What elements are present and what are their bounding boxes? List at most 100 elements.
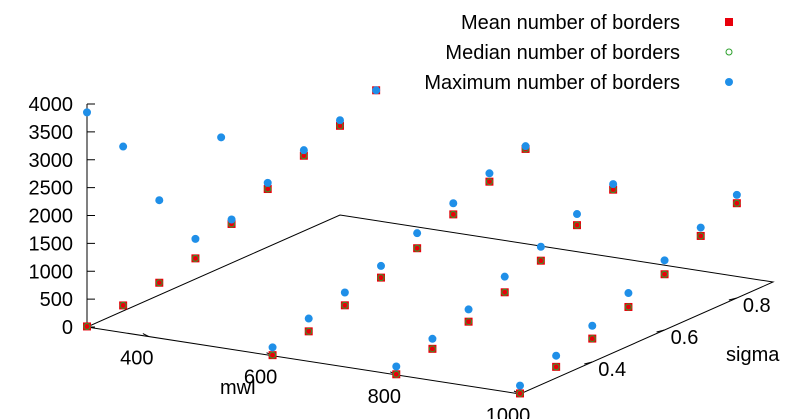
max-point	[191, 234, 200, 243]
median-point	[516, 389, 524, 397]
x-tick-label: 400	[120, 348, 153, 370]
mean-point	[155, 278, 164, 287]
mean-point	[119, 301, 128, 310]
median-point	[119, 301, 127, 309]
median-point	[733, 199, 741, 207]
median-point	[305, 327, 313, 335]
legend-marker	[725, 48, 733, 56]
y-tick-label: 0.8	[743, 295, 771, 317]
z-tick-label: 3500	[29, 122, 74, 144]
mean-point	[464, 317, 473, 326]
base-plane	[85, 214, 775, 395]
max-point	[464, 305, 473, 314]
median-point	[341, 301, 349, 309]
z-tick-label: 2500	[29, 178, 74, 200]
max-point	[83, 108, 91, 117]
max-point	[521, 142, 530, 151]
max-point	[268, 343, 277, 352]
median-point	[83, 322, 91, 330]
median-point	[573, 221, 581, 229]
mean-point	[227, 219, 236, 228]
max-point	[392, 362, 401, 371]
max-point	[340, 288, 349, 297]
max-point	[155, 196, 164, 205]
mean-point	[191, 254, 200, 263]
mean-point	[268, 351, 277, 360]
x-tick-mark	[142, 333, 150, 338]
max-point	[500, 272, 509, 281]
mean-point	[449, 210, 458, 219]
median-point	[413, 244, 421, 252]
mean-point	[732, 199, 741, 208]
mean-point	[552, 362, 561, 371]
z-tick-label: 1500	[29, 233, 74, 255]
y-tick-mark	[584, 361, 593, 365]
mean-point	[609, 185, 618, 194]
median-point	[537, 257, 545, 265]
z-tick-label: 2000	[29, 206, 74, 228]
max-point	[299, 146, 308, 155]
median-point	[269, 351, 277, 359]
max-point	[485, 169, 494, 178]
mean-point	[413, 244, 422, 253]
max-point	[227, 215, 236, 224]
z-tick-label: 1000	[29, 261, 74, 283]
legend-label: Maximum number of borders	[424, 72, 680, 94]
series-2	[83, 86, 741, 390]
max-point	[660, 256, 669, 265]
x-tick-label: 600	[244, 367, 277, 389]
max-point	[372, 86, 381, 95]
y-tick-mark	[656, 329, 665, 333]
median-point	[661, 270, 669, 278]
max-point	[304, 314, 313, 323]
max-point	[573, 210, 581, 219]
median-point	[465, 318, 473, 326]
mean-point	[588, 334, 597, 343]
legend: Mean number of borders Median number of b…	[424, 12, 733, 94]
median-point	[449, 210, 457, 218]
max-point	[263, 178, 272, 187]
mean-point	[624, 302, 633, 311]
mean-point	[377, 273, 385, 282]
y-axis-label: sigma	[726, 344, 780, 366]
max-point	[516, 381, 524, 390]
mean-point	[83, 322, 91, 331]
median-point	[588, 335, 596, 343]
x-tick-label: 800	[368, 386, 401, 408]
max-point	[609, 180, 618, 189]
mean-point	[536, 256, 545, 265]
max-point	[732, 190, 741, 199]
mean-point	[299, 151, 308, 160]
mean-point	[336, 121, 344, 130]
mean-point	[428, 344, 437, 353]
mean-point	[500, 288, 509, 297]
max-point	[552, 351, 561, 360]
median-point	[392, 370, 400, 378]
data-marks	[83, 86, 741, 398]
median-point	[428, 345, 436, 353]
mean-point	[340, 301, 349, 310]
y-tick-label: 0.4	[598, 359, 626, 381]
median-point	[377, 274, 385, 282]
median-point	[191, 254, 199, 262]
max-point	[428, 334, 437, 343]
max-point	[536, 242, 545, 251]
mean-point	[516, 389, 524, 398]
max-point	[377, 261, 385, 270]
series-0	[83, 86, 741, 398]
mean-point	[573, 221, 581, 230]
mean-point	[485, 177, 494, 186]
z-tick-label: 3000	[29, 150, 74, 172]
median-point	[697, 232, 705, 240]
legend-marker	[725, 78, 733, 86]
max-point	[336, 116, 344, 125]
max-point	[413, 229, 422, 238]
series-1	[83, 86, 741, 397]
max-point	[449, 199, 458, 208]
legend-marker	[725, 18, 733, 26]
mean-point	[696, 231, 705, 240]
x-tick-label: 1000	[486, 405, 531, 419]
tick-labels: 0 500 1000 1500 2000 2500 3000 3500 4000 400 600 80…	[29, 94, 771, 419]
mean-point	[263, 185, 272, 194]
